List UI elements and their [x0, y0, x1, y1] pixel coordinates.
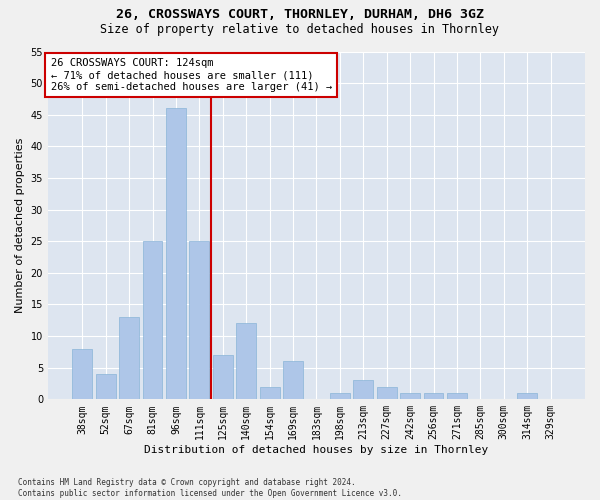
Bar: [166, 108, 186, 400]
Text: Contains HM Land Registry data © Crown copyright and database right 2024.
Contai: Contains HM Land Registry data © Crown c…: [18, 478, 402, 498]
Bar: [213, 355, 233, 400]
Text: 26, CROSSWAYS COURT, THORNLEY, DURHAM, DH6 3GZ: 26, CROSSWAYS COURT, THORNLEY, DURHAM, D…: [116, 8, 484, 20]
Bar: [377, 386, 397, 400]
Bar: [517, 393, 537, 400]
Bar: [330, 393, 350, 400]
Bar: [190, 241, 209, 400]
Bar: [119, 317, 139, 400]
Bar: [96, 374, 116, 400]
Y-axis label: Number of detached properties: Number of detached properties: [15, 138, 25, 313]
Bar: [400, 393, 420, 400]
Text: 26 CROSSWAYS COURT: 124sqm
← 71% of detached houses are smaller (111)
26% of sem: 26 CROSSWAYS COURT: 124sqm ← 71% of deta…: [50, 58, 332, 92]
Bar: [424, 393, 443, 400]
X-axis label: Distribution of detached houses by size in Thornley: Distribution of detached houses by size …: [145, 445, 488, 455]
Bar: [283, 362, 303, 400]
Bar: [260, 386, 280, 400]
Bar: [353, 380, 373, 400]
Bar: [447, 393, 467, 400]
Bar: [143, 241, 163, 400]
Bar: [73, 348, 92, 400]
Bar: [236, 324, 256, 400]
Text: Size of property relative to detached houses in Thornley: Size of property relative to detached ho…: [101, 22, 499, 36]
